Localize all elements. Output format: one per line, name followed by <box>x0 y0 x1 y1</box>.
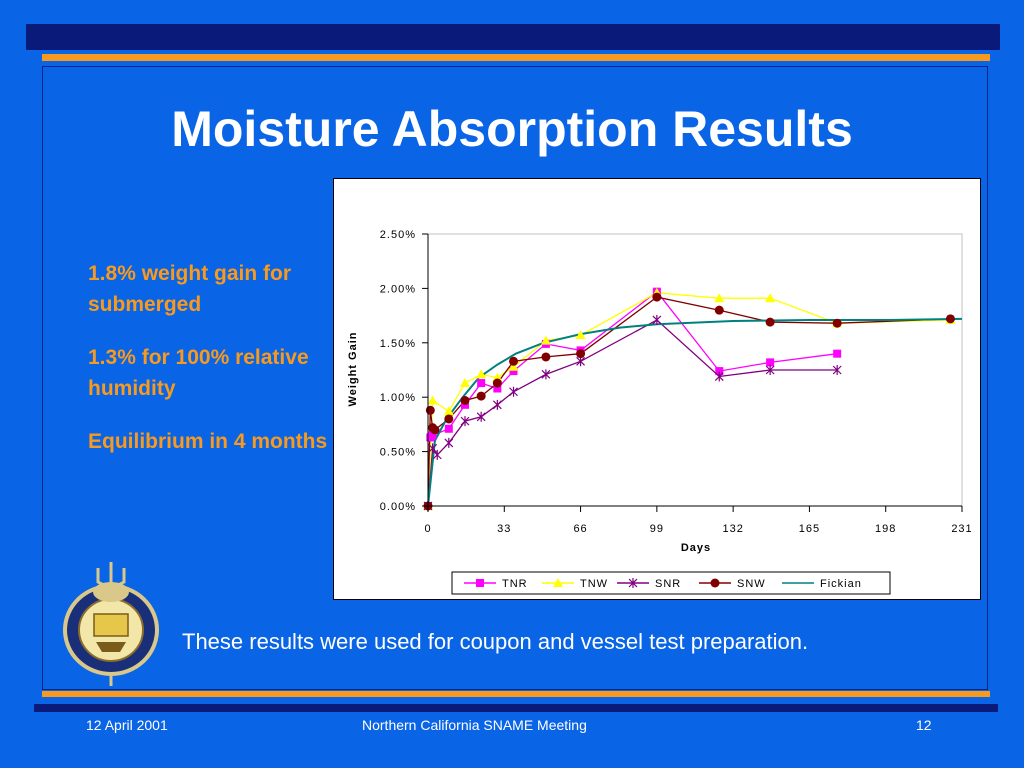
legend-marker-tnr <box>476 579 484 587</box>
x-tick-label: 66 <box>573 523 587 535</box>
bottom-accent-line <box>42 691 990 697</box>
data-point-snr <box>541 369 551 380</box>
data-point-snw <box>425 405 435 415</box>
footer-meeting: Northern California SNAME Meeting <box>362 717 587 733</box>
y-tick-label: 0.50% <box>380 447 416 459</box>
data-point-tnr <box>477 379 486 388</box>
data-point-snr <box>652 314 662 325</box>
x-tick-label: 198 <box>875 523 896 535</box>
data-point-snr <box>444 437 454 448</box>
data-point-tnw <box>443 406 454 416</box>
legend-label-fickian: Fickian <box>820 578 862 590</box>
x-tick-label: 132 <box>722 523 743 535</box>
y-tick-label: 1.00% <box>380 392 416 404</box>
data-point-tnw <box>540 335 551 345</box>
data-point-tnw <box>765 293 776 303</box>
data-point-tnr <box>766 358 775 367</box>
x-tick-label: 0 <box>424 523 431 535</box>
moisture-chart: 0.00% 0.50% 1.00% 1.50% 2.00% 2.50% 0 33 66 99 132… <box>347 229 972 595</box>
bullet-item: Equilibrium in 4 months <box>88 430 328 453</box>
data-point-tnr <box>493 384 502 393</box>
x-axis-label: Days <box>681 542 711 554</box>
data-point-tnw <box>714 293 725 303</box>
data-point-tnr <box>509 367 518 376</box>
data-point-tnw <box>575 330 586 340</box>
data-point-tnr <box>428 431 437 440</box>
y-axis-label: Weight Gain <box>347 332 359 407</box>
data-point-snw <box>509 356 519 366</box>
series-line-tnr <box>427 290 838 507</box>
data-point-snw <box>765 317 775 327</box>
legend-marker-tnw <box>553 578 563 587</box>
data-point-tnr <box>833 349 842 358</box>
data-point-tnw <box>508 361 519 371</box>
data-point-snw <box>652 292 662 302</box>
legend-label-snw: SNW <box>737 578 766 590</box>
slide-title: Moisture Absorption Results <box>171 101 853 157</box>
series-line-snw <box>427 296 951 507</box>
y-tick-label: 1.50% <box>380 338 416 350</box>
data-point-snw <box>444 414 454 424</box>
x-tick-label: 99 <box>650 523 664 535</box>
legend-label-snr: SNR <box>655 578 681 590</box>
x-tick-label: 33 <box>497 523 511 535</box>
data-point-tnw <box>427 395 438 405</box>
data-point-snr <box>476 411 486 422</box>
data-point-snw <box>476 391 486 401</box>
data-point-tnw <box>476 369 487 379</box>
chart-panel: 0.00% 0.50% 1.00% 1.50% 2.00% 2.50% 0 33 66 99 132… <box>333 178 981 600</box>
series-line-fickian <box>427 317 963 507</box>
data-point-snr <box>492 399 502 410</box>
naval-academy-seal-logo <box>56 558 166 688</box>
data-point-snr <box>832 365 842 375</box>
data-point-snr <box>714 371 724 382</box>
data-point-snw <box>430 425 440 435</box>
data-point-snr <box>460 416 470 427</box>
y-tick-label: 2.50% <box>380 229 416 241</box>
chart-legend: TNR TNW SNR SNW Fickian <box>451 571 891 595</box>
bullet-list: 1.8% weight gain for submerged 1.3% for … <box>88 258 328 479</box>
data-point-snw <box>576 349 586 359</box>
data-point-snr <box>428 443 438 454</box>
series-line-snr <box>427 319 838 507</box>
data-point-snr <box>765 365 775 375</box>
series-line-tnw <box>427 292 951 507</box>
data-point-tnr <box>715 367 724 376</box>
legend-label-tnr: TNR <box>502 578 528 590</box>
page-number: 12 <box>916 717 932 733</box>
legend-label-tnw: TNW <box>580 578 608 590</box>
top-accent-line <box>42 54 990 61</box>
data-point-snw <box>460 395 470 405</box>
data-point-snw <box>832 318 842 328</box>
data-point-snw <box>541 352 551 362</box>
data-point-snw <box>492 378 502 388</box>
data-point-snr <box>509 386 518 397</box>
x-tick-label: 165 <box>799 523 820 535</box>
bullet-item: 1.8% weight gain for submerged <box>88 262 292 316</box>
data-point-snr <box>432 449 442 460</box>
top-bar <box>26 24 1000 50</box>
x-tick-label: 231 <box>951 523 972 535</box>
data-point-tnr <box>444 424 453 433</box>
data-point-snw <box>714 305 724 315</box>
footer-date: 12 April 2001 <box>86 717 168 733</box>
data-point-tnw <box>459 378 470 388</box>
y-tick-label: 2.00% <box>380 283 416 295</box>
y-tick-label: 0.00% <box>380 501 416 513</box>
bottom-bar <box>34 704 998 712</box>
legend-box <box>451 571 891 595</box>
legend-marker-snw <box>710 578 720 588</box>
data-point-snw <box>945 314 955 324</box>
slide-frame <box>42 66 988 690</box>
slide-caption: These results were used for coupon and v… <box>182 629 809 654</box>
legend-marker-snr <box>628 578 638 588</box>
bullet-item: 1.3% for 100% relative humidity <box>88 346 309 400</box>
